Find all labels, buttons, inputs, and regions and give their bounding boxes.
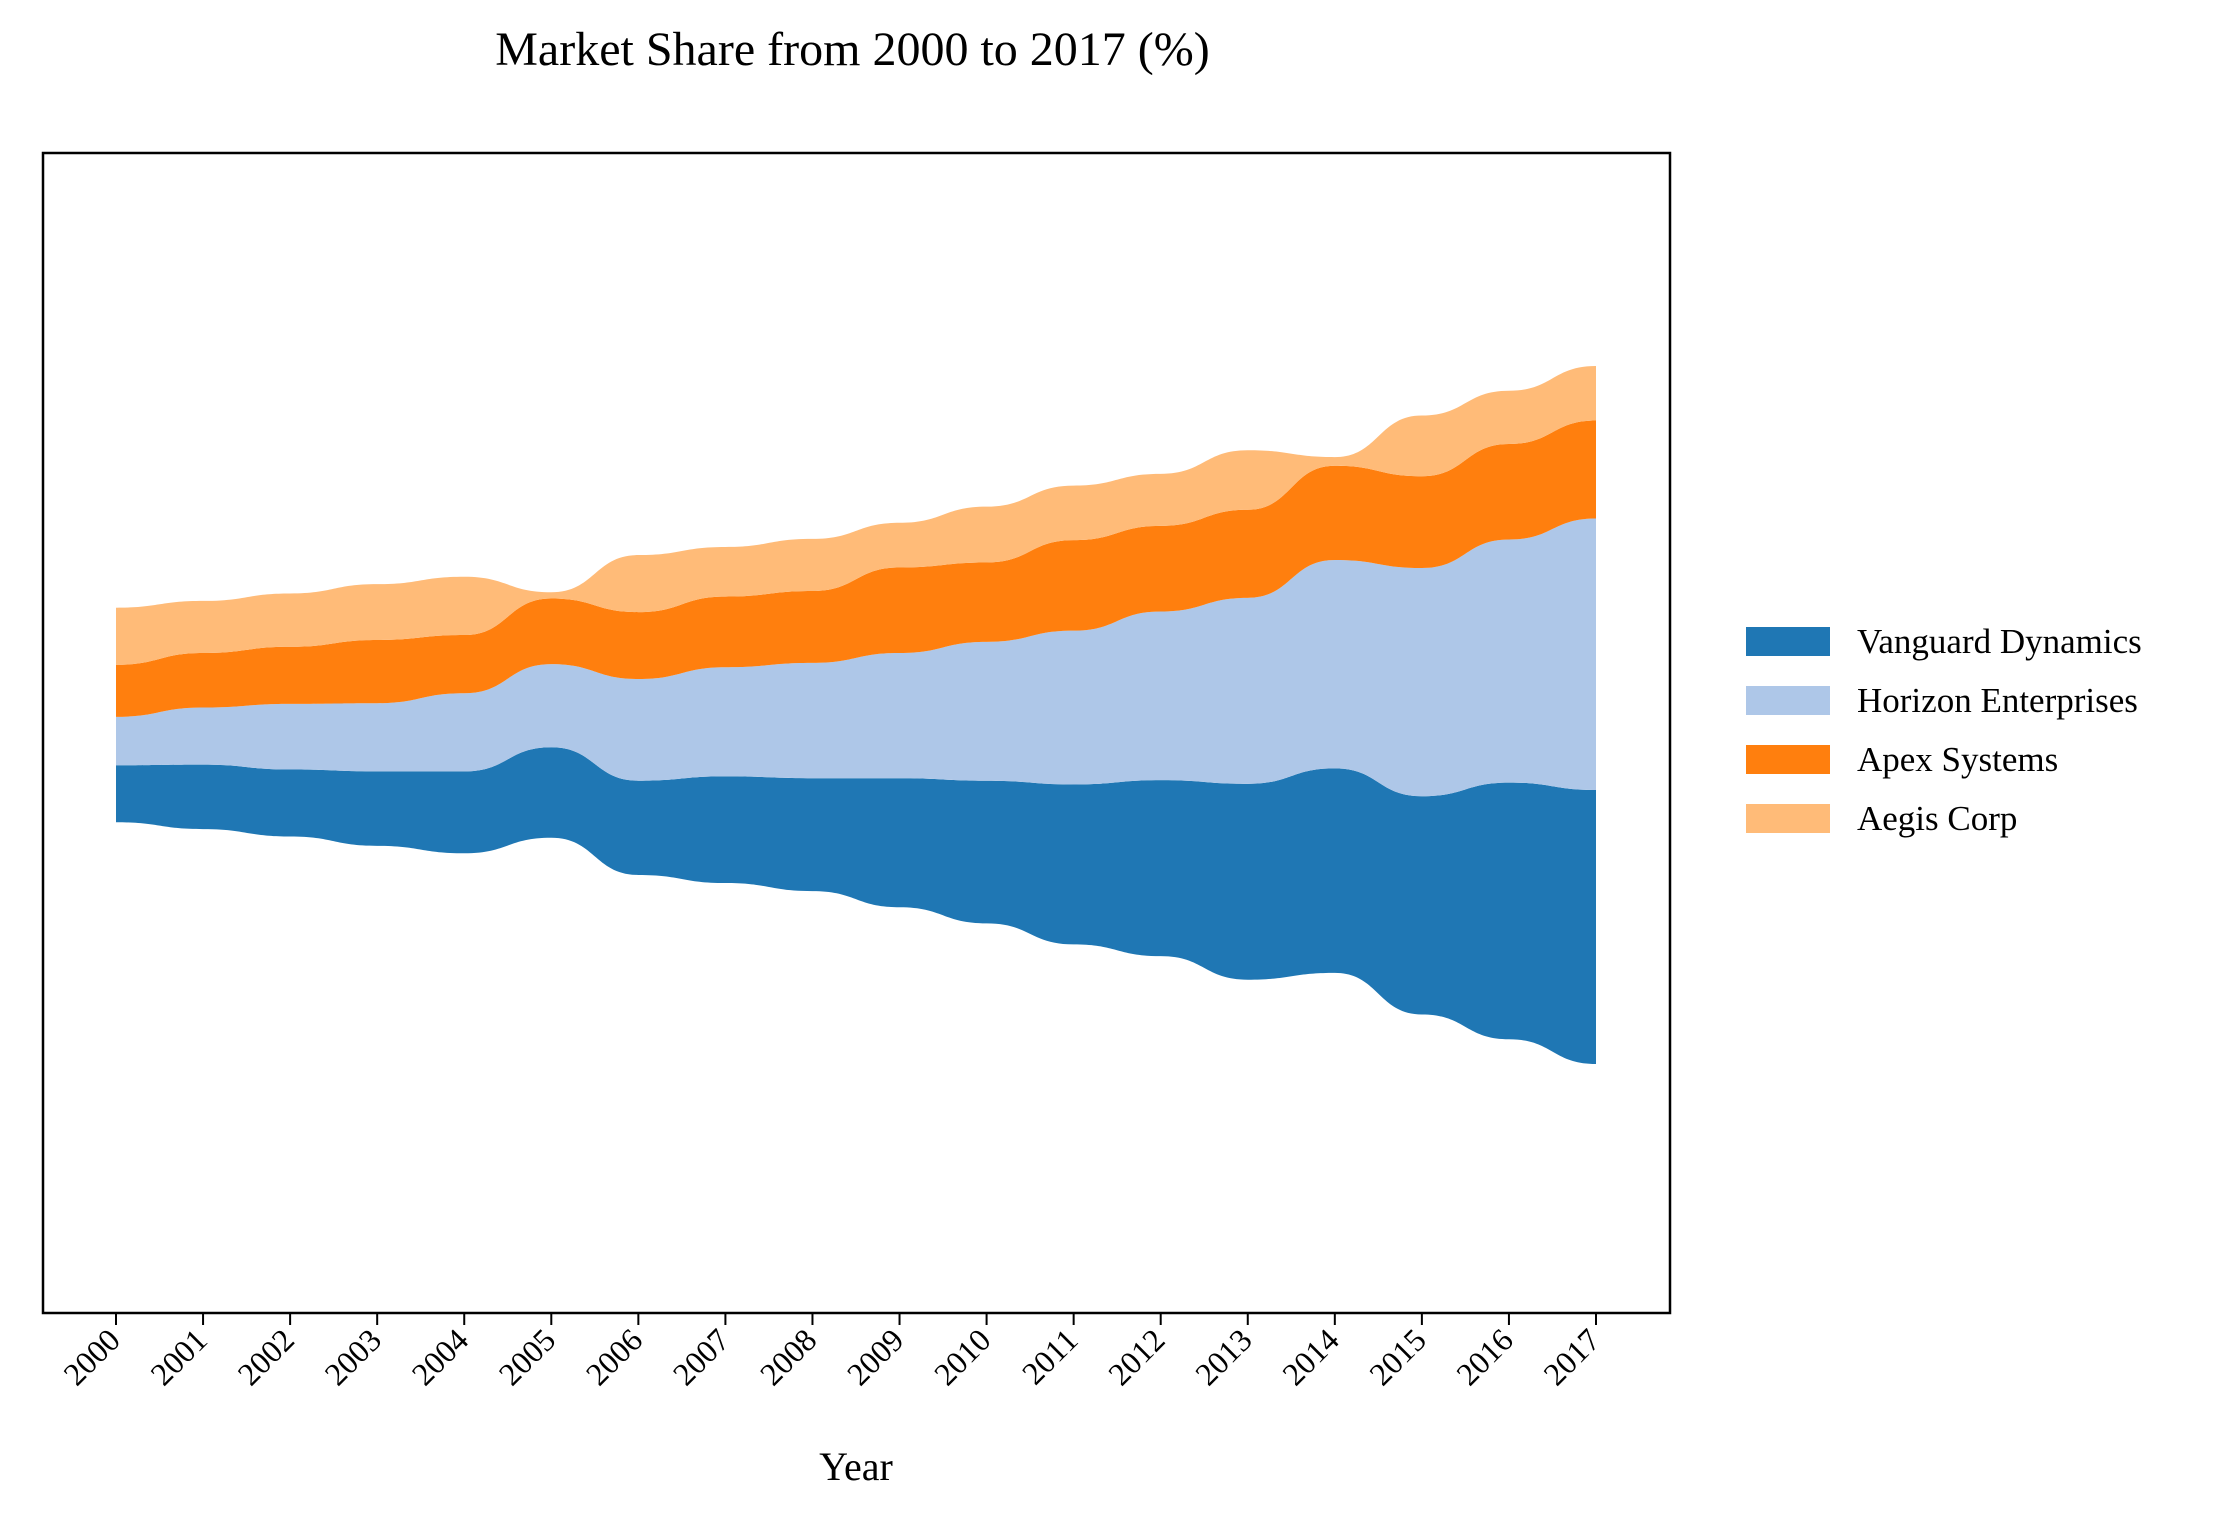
chart-title: Market Share from 2000 to 2017 (%) — [495, 23, 1210, 76]
x-tick-label: 2013 — [1188, 1321, 1259, 1392]
stream-aegis-corp — [116, 365, 1596, 665]
x-tick-label: 2010 — [927, 1321, 998, 1392]
x-tick-label: 2011 — [1015, 1321, 1085, 1391]
x-tick-label: 2008 — [753, 1321, 824, 1392]
x-tick-label: 2009 — [840, 1321, 911, 1392]
legend-swatch — [1746, 804, 1830, 833]
x-axis-title: Year — [819, 1444, 893, 1489]
legend-label: Horizon Enterprises — [1857, 681, 2138, 720]
x-tick-label: 2006 — [579, 1321, 650, 1392]
legend-swatch — [1746, 686, 1830, 715]
stream-vanguard-dynamics — [116, 747, 1596, 1065]
x-tick-label: 2001 — [143, 1321, 214, 1392]
x-tick-label: 2005 — [492, 1321, 563, 1392]
x-tick-label: 2007 — [666, 1321, 737, 1392]
x-tick-label: 2017 — [1536, 1321, 1607, 1392]
x-axis-ticks: 2000 2001 2002 2003 2004 2005 2006 2007 2008 2009… — [56, 1313, 1607, 1392]
stream-layers — [116, 365, 1596, 1065]
legend: Vanguard Dynamics Horizon Enterprises Apex… — [1746, 622, 2142, 838]
x-tick-label: 2004 — [404, 1321, 475, 1392]
stream-apex-systems — [116, 420, 1596, 717]
legend-label: Apex Systems — [1857, 740, 2058, 779]
x-tick-label: 2016 — [1449, 1321, 1520, 1392]
x-tick-label: 2012 — [1101, 1321, 1172, 1392]
x-tick-label: 2002 — [230, 1321, 301, 1392]
x-tick-label: 2003 — [317, 1321, 388, 1392]
x-tick-label: 2015 — [1362, 1321, 1433, 1392]
plot-frame — [41, 151, 1672, 1315]
x-tick-label: 2000 — [56, 1321, 127, 1392]
legend-swatch — [1746, 627, 1830, 656]
x-tick-label: 2014 — [1275, 1321, 1346, 1392]
stream-horizon-enterprises — [116, 518, 1596, 797]
legend-swatch — [1746, 745, 1830, 774]
legend-label: Aegis Corp — [1857, 799, 2017, 838]
legend-label: Vanguard Dynamics — [1857, 622, 2142, 661]
